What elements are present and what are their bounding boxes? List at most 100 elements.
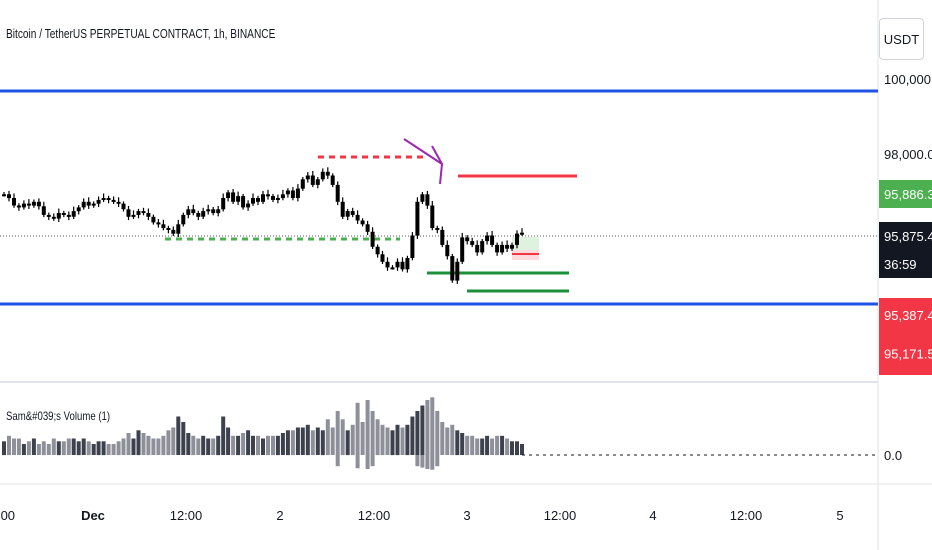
candle-body[interactable] (176, 224, 181, 234)
candle-body[interactable] (46, 214, 51, 217)
candle-body[interactable] (355, 214, 360, 221)
candle-body[interactable] (375, 246, 380, 255)
candle-body[interactable] (410, 235, 415, 259)
candle-body[interactable] (156, 222, 161, 225)
candle-body[interactable] (191, 209, 196, 214)
candle-body[interactable] (81, 201, 86, 208)
candle-body[interactable] (300, 179, 305, 189)
candle-body[interactable] (500, 244, 505, 253)
candle-body[interactable] (460, 237, 465, 262)
candle-body[interactable] (405, 258, 410, 270)
candle-body[interactable] (61, 213, 66, 215)
candle-body[interactable] (136, 211, 141, 215)
candle-body[interactable] (400, 261, 405, 270)
candle-body[interactable] (325, 171, 330, 176)
candle-body[interactable] (455, 261, 460, 281)
candle-body[interactable] (305, 175, 310, 180)
candle-body[interactable] (186, 209, 191, 215)
candle-body[interactable] (266, 194, 270, 197)
candle-body[interactable] (450, 256, 455, 281)
candle-body[interactable] (340, 201, 345, 217)
candle-body[interactable] (290, 190, 295, 199)
candle-body[interactable] (370, 231, 375, 247)
candle-body[interactable] (86, 201, 91, 206)
candle-body[interactable] (141, 211, 146, 214)
candle-body[interactable] (365, 224, 370, 232)
candle-body[interactable] (241, 196, 246, 208)
candle-body[interactable] (56, 213, 61, 219)
candle-body[interactable] (71, 211, 76, 217)
candle-body[interactable] (36, 201, 41, 207)
candle-body[interactable] (211, 209, 216, 214)
candle-body[interactable] (2, 194, 6, 197)
candle-body[interactable] (181, 214, 186, 225)
candle-body[interactable] (201, 211, 206, 217)
candle-body[interactable] (12, 198, 16, 206)
candle-body[interactable] (171, 229, 176, 234)
candle-body[interactable] (146, 213, 151, 217)
candle-body[interactable] (395, 261, 400, 268)
candle-body[interactable] (505, 244, 510, 249)
candle-body[interactable] (430, 205, 435, 229)
candle-body[interactable] (226, 192, 231, 198)
candle-body[interactable] (385, 261, 390, 268)
candle-body[interactable] (216, 209, 221, 214)
candle-body[interactable] (425, 194, 430, 206)
candle-body[interactable] (345, 211, 350, 217)
candle-body[interactable] (246, 203, 251, 208)
candle-body[interactable] (111, 199, 116, 202)
candle-body[interactable] (106, 198, 111, 200)
candle-body[interactable] (206, 209, 211, 212)
candle-body[interactable] (231, 192, 236, 202)
candle-body[interactable] (166, 228, 171, 230)
annotation-arrow-shaft[interactable] (403, 138, 443, 165)
candle-body[interactable] (445, 244, 450, 257)
candle-body[interactable] (26, 203, 31, 206)
candle-body[interactable] (380, 254, 385, 262)
candle-body[interactable] (440, 229, 445, 245)
candle-body[interactable] (435, 228, 440, 230)
currency-button[interactable]: USDT (879, 18, 924, 60)
candle-body[interactable] (31, 201, 36, 206)
candle-body[interactable] (360, 220, 365, 225)
candle-body[interactable] (66, 214, 71, 217)
candle-body[interactable] (390, 267, 395, 270)
candle-body[interactable] (315, 179, 320, 185)
candle-body[interactable] (475, 244, 480, 253)
candle-body[interactable] (510, 244, 514, 249)
candle-body[interactable] (7, 194, 11, 199)
candle-body[interactable] (271, 196, 275, 200)
candle-body[interactable] (320, 171, 325, 180)
candle-body[interactable] (116, 201, 121, 204)
volume-indicator-label[interactable]: Sam&#039;s Volume (1) (6, 409, 111, 423)
candle-body[interactable] (470, 241, 475, 245)
candle-body[interactable] (221, 198, 226, 210)
candle-body[interactable] (21, 203, 26, 208)
annotation-arrow-head[interactable] (431, 145, 444, 185)
candle-body[interactable] (310, 175, 315, 185)
candle-body[interactable] (76, 207, 81, 212)
candle-body[interactable] (51, 216, 56, 219)
candle-body[interactable] (515, 233, 519, 245)
candle-body[interactable] (41, 206, 46, 215)
candle-body[interactable] (256, 198, 260, 202)
candle-body[interactable] (121, 203, 126, 210)
candle-body[interactable] (520, 232, 524, 235)
candle-body[interactable] (236, 196, 241, 202)
candle-body[interactable] (490, 235, 495, 245)
candle-body[interactable] (126, 209, 131, 217)
candle-body[interactable] (131, 214, 136, 217)
candle-body[interactable] (415, 201, 420, 236)
candle-body[interactable] (485, 235, 490, 242)
candle-body[interactable] (280, 194, 285, 199)
candle-body[interactable] (350, 211, 355, 215)
candle-body[interactable] (151, 216, 156, 223)
candle-body[interactable] (330, 175, 335, 185)
candle-body[interactable] (16, 205, 21, 208)
candle-body[interactable] (196, 213, 201, 217)
candle-body[interactable] (335, 184, 340, 202)
candle-body[interactable] (251, 198, 255, 204)
candle-body[interactable] (96, 199, 101, 204)
candle-body[interactable] (91, 203, 96, 206)
